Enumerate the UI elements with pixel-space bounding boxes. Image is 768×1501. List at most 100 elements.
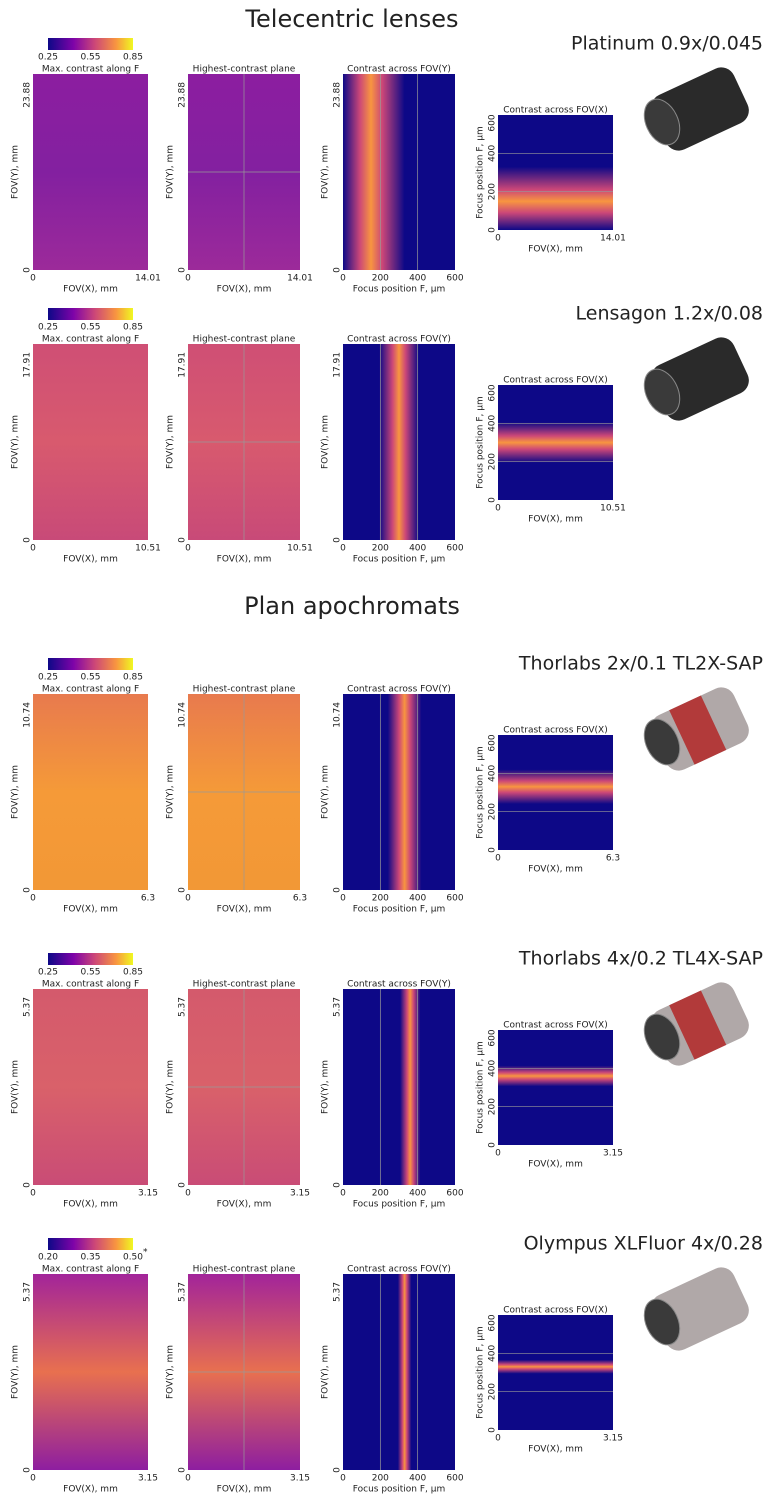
x-tick-label: 0 xyxy=(495,234,501,244)
panel-title: Highest-contrast plane xyxy=(193,65,296,75)
colorbar-tick: 0.85 xyxy=(123,323,143,333)
heatmap xyxy=(33,989,148,1185)
y-tick-label: 23.88 xyxy=(333,82,343,108)
x-tick-label: 14.01 xyxy=(287,274,313,284)
x-tick-label: 14.01 xyxy=(600,234,626,244)
panel-title: Max. contrast along F xyxy=(42,335,139,345)
y-tick-label: 0 xyxy=(333,1182,343,1188)
x-tick-label: 0 xyxy=(495,1434,501,1444)
x-tick-label: 200 xyxy=(372,274,389,284)
y-tick-label: 5.37 xyxy=(178,1282,188,1302)
lens-name: Thorlabs 4x/0.2 TL4X-SAP xyxy=(518,948,763,970)
y-tick-label: 5.37 xyxy=(178,997,188,1017)
x-axis-label: Focus position F, μm xyxy=(353,285,445,295)
y-axis-label: Focus position F, μm xyxy=(476,126,486,218)
x-tick-label: 0 xyxy=(495,1149,501,1159)
colorbar-tick: 0.25 xyxy=(38,673,58,683)
x-axis-label: FOV(X), mm xyxy=(528,865,583,875)
lens-photo xyxy=(643,337,749,421)
colorbar-tick: 0.55 xyxy=(80,323,100,333)
y-axis-label: FOV(Y), mm xyxy=(11,145,21,199)
x-axis-label: FOV(X), mm xyxy=(217,905,272,915)
x-tick-label: 0 xyxy=(30,1474,36,1484)
lens-photo xyxy=(643,1267,749,1351)
x-tick-label: 3.15 xyxy=(603,1434,623,1444)
y-tick-label: 5.37 xyxy=(23,997,33,1017)
panel-title: Highest-contrast plane xyxy=(193,685,296,695)
heatmap xyxy=(33,1274,148,1470)
panel-title: Contrast across FOV(X) xyxy=(503,106,607,116)
y-tick-label: 200 xyxy=(488,1383,498,1400)
colorbar xyxy=(48,658,133,670)
x-axis-label: Focus position F, μm xyxy=(353,555,445,565)
x-tick-label: 0 xyxy=(30,894,36,904)
y-axis-label: FOV(Y), mm xyxy=(321,765,331,819)
x-tick-label: 400 xyxy=(409,1474,426,1484)
panel-title: Contrast across FOV(Y) xyxy=(347,685,451,695)
y-axis-label: FOV(Y), mm xyxy=(11,765,21,819)
heatmap xyxy=(343,344,455,540)
y-tick-label: 0 xyxy=(178,267,188,273)
x-axis-label: FOV(X), mm xyxy=(217,1485,272,1495)
y-tick-label: 0 xyxy=(178,887,188,893)
colorbar-tick: 0.55 xyxy=(80,968,100,978)
heatmap xyxy=(498,385,613,500)
y-tick-label: 10.74 xyxy=(333,702,343,728)
y-axis-label: FOV(Y), mm xyxy=(166,145,176,199)
colorbar xyxy=(48,308,133,320)
y-axis-label: Focus position F, μm xyxy=(476,1326,486,1418)
y-tick-label: 0 xyxy=(333,887,343,893)
heatmap xyxy=(33,74,148,270)
x-axis-label: Focus position F, μm xyxy=(353,1485,445,1495)
x-tick-label: 200 xyxy=(372,1474,389,1484)
x-tick-label: 200 xyxy=(372,1189,389,1199)
y-axis-label: FOV(Y), mm xyxy=(166,765,176,819)
x-tick-label: 600 xyxy=(446,544,463,554)
y-tick-label: 0 xyxy=(488,847,498,853)
x-tick-label: 0 xyxy=(340,274,346,284)
x-tick-label: 10.51 xyxy=(287,544,313,554)
panel-title: Contrast across FOV(X) xyxy=(503,376,607,386)
y-tick-label: 400 xyxy=(488,1059,498,1076)
x-tick-label: 0 xyxy=(185,544,191,554)
y-axis-label: FOV(Y), mm xyxy=(321,415,331,469)
colorbar-tick: 0.55 xyxy=(80,673,100,683)
panel-title: Highest-contrast plane xyxy=(193,335,296,345)
heatmap xyxy=(33,344,148,540)
y-tick-label: 200 xyxy=(488,803,498,820)
x-axis-label: FOV(X), mm xyxy=(217,555,272,565)
y-tick-label: 600 xyxy=(488,1029,498,1046)
y-tick-label: 600 xyxy=(488,384,498,401)
x-tick-label: 400 xyxy=(409,1189,426,1199)
y-tick-label: 200 xyxy=(488,453,498,470)
x-tick-label: 14.01 xyxy=(135,274,161,284)
panel-title: Contrast across FOV(Y) xyxy=(347,980,451,990)
y-axis-label: FOV(Y), mm xyxy=(166,1345,176,1399)
y-tick-label: 0 xyxy=(333,267,343,273)
x-tick-label: 6.3 xyxy=(293,894,307,904)
heatmap xyxy=(343,74,455,270)
y-tick-label: 0 xyxy=(23,1182,33,1188)
y-tick-label: 200 xyxy=(488,1098,498,1115)
x-tick-label: 0 xyxy=(185,894,191,904)
x-tick-label: 0 xyxy=(30,274,36,284)
y-tick-label: 0 xyxy=(23,1467,33,1473)
x-tick-label: 10.51 xyxy=(135,544,161,554)
lens-front xyxy=(643,368,681,416)
x-axis-label: Focus position F, μm xyxy=(353,1200,445,1210)
x-tick-label: 600 xyxy=(446,894,463,904)
y-tick-label: 17.91 xyxy=(333,352,343,378)
x-tick-label: 200 xyxy=(372,544,389,554)
lens-name: Platinum 0.9x/0.045 xyxy=(571,33,763,55)
lens-name: Thorlabs 2x/0.1 TL2X-SAP xyxy=(518,653,763,675)
y-axis-label: Focus position F, μm xyxy=(476,746,486,838)
x-tick-label: 0 xyxy=(495,854,501,864)
heatmap xyxy=(343,694,455,890)
x-tick-label: 0 xyxy=(340,544,346,554)
lens-photo xyxy=(643,687,749,771)
x-axis-label: FOV(X), mm xyxy=(63,1200,118,1210)
x-tick-label: 0 xyxy=(340,1189,346,1199)
x-tick-label: 0 xyxy=(30,1189,36,1199)
x-tick-label: 0 xyxy=(185,274,191,284)
